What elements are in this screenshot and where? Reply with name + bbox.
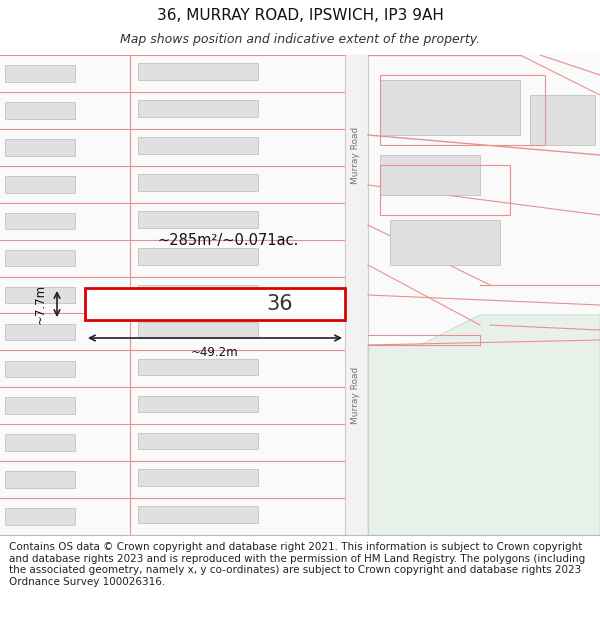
- Text: Murray Road: Murray Road: [352, 366, 361, 424]
- Bar: [5, 398, 75, 414]
- Text: Map shows position and indicative extent of the property.: Map shows position and indicative extent…: [120, 33, 480, 46]
- Bar: [5, 361, 75, 377]
- Bar: [530, 95, 595, 145]
- Bar: [390, 220, 500, 265]
- Text: Contains OS data © Crown copyright and database right 2021. This information is : Contains OS data © Crown copyright and d…: [9, 542, 585, 587]
- Text: ~49.2m: ~49.2m: [191, 346, 239, 359]
- Bar: [138, 359, 258, 375]
- Text: 36: 36: [266, 294, 293, 314]
- Bar: [368, 55, 600, 335]
- Bar: [0, 55, 345, 535]
- Text: Murray Road: Murray Road: [352, 126, 361, 184]
- Bar: [5, 102, 75, 119]
- Bar: [380, 155, 480, 195]
- Bar: [5, 213, 75, 229]
- Bar: [5, 508, 75, 525]
- Bar: [138, 100, 258, 117]
- Bar: [380, 165, 510, 215]
- Bar: [85, 288, 345, 320]
- Bar: [5, 434, 75, 451]
- Bar: [5, 471, 75, 488]
- Bar: [5, 324, 75, 340]
- Bar: [138, 506, 258, 523]
- Bar: [345, 55, 368, 535]
- Polygon shape: [368, 315, 600, 535]
- Bar: [5, 287, 75, 303]
- Bar: [138, 63, 258, 80]
- Text: ~285m²/~0.071ac.: ~285m²/~0.071ac.: [157, 232, 299, 248]
- Bar: [138, 322, 258, 338]
- Text: 36, MURRAY ROAD, IPSWICH, IP3 9AH: 36, MURRAY ROAD, IPSWICH, IP3 9AH: [157, 8, 443, 23]
- Text: ~7.7m: ~7.7m: [34, 284, 47, 324]
- Bar: [138, 248, 258, 264]
- Bar: [138, 174, 258, 191]
- Bar: [5, 176, 75, 192]
- Bar: [5, 139, 75, 156]
- Bar: [138, 469, 258, 486]
- Bar: [138, 211, 258, 227]
- Bar: [138, 396, 258, 412]
- Bar: [138, 137, 258, 154]
- Bar: [380, 75, 545, 145]
- Bar: [380, 80, 520, 135]
- Bar: [5, 65, 75, 82]
- Bar: [138, 432, 258, 449]
- Bar: [138, 285, 258, 301]
- Bar: [5, 250, 75, 266]
